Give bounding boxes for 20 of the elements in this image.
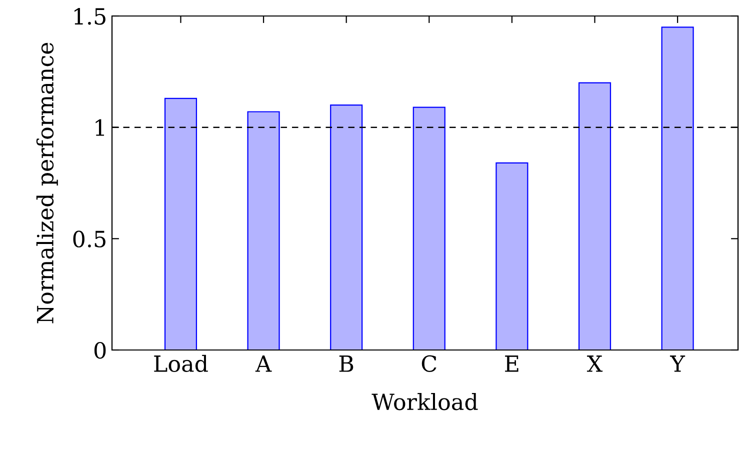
x-tick-label: Y [670,356,686,372]
y-tick-label: 0 [94,342,106,359]
bar [412,106,446,350]
bar [496,162,528,350]
bar [164,98,198,350]
x-tick-label: Load [154,354,208,372]
y-tick-label: 1 [96,119,104,136]
x-tick-label: E [505,356,518,372]
bar [247,111,280,350]
x-tick-label: A [255,356,272,372]
y-axis-title: Normalized performance [36,42,58,324]
bar [330,104,363,350]
x-axis-title: Workload [372,393,478,410]
x-tick-label: X [586,356,603,372]
y-tick-label: 1.5 [74,8,106,25]
x-tick-label: B [339,356,354,372]
bar [661,26,694,350]
bar [578,82,612,350]
x-tick-label: C [422,355,436,372]
y-tick-label: 0.5 [73,230,106,248]
